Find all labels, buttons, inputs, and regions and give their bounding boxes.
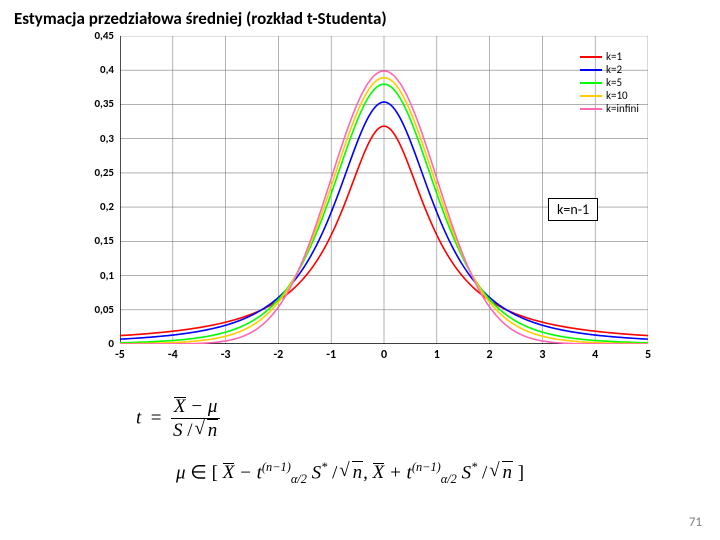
legend-swatch [580,108,602,110]
legend-swatch [580,56,602,58]
xtick-label: 4 [580,348,610,362]
legend-label: k=1 [606,50,622,63]
ytick-label: 0,05 [72,303,114,316]
ytick-label: 0,1 [72,269,114,282]
xtick-label: 1 [422,348,452,362]
ytick-label: 0,2 [72,200,114,213]
dof-annotation: k=n-1 [548,198,598,221]
xtick-label: -5 [105,348,135,362]
legend-item: k=2 [580,63,639,76]
ytick-label: 0,35 [72,97,114,110]
legend-swatch [580,82,602,84]
legend-item: k=infini [580,102,639,115]
legend-label: k=10 [606,89,628,102]
xtick-label: 5 [633,348,663,362]
ytick-label: 0,4 [72,63,114,76]
formula-t-statistic: t = X − μ S / n [136,396,220,442]
dof-annotation-text: k=n-1 [557,201,589,218]
legend-label: k=infini [606,102,639,115]
xtick-label: -4 [158,348,188,362]
formula-confidence-interval: μ ∈ [ X − t(n−1)α/2 S* / n, X + t(n−1)α/… [176,460,524,487]
chart-legend: k=1k=2k=5k=10k=infini [580,50,639,115]
legend-item: k=5 [580,76,639,89]
tstudent-chart [120,36,648,344]
legend-swatch [580,95,602,97]
xtick-label: -3 [211,348,241,362]
ytick-label: 0,45 [72,29,114,42]
xtick-label: 2 [475,348,505,362]
xtick-label: 0 [369,348,399,362]
legend-label: k=2 [606,63,622,76]
legend-item: k=1 [580,50,639,63]
ytick-label: 0,25 [72,166,114,179]
page-number: 71 [689,515,702,530]
legend-item: k=10 [580,89,639,102]
legend-swatch [580,69,602,71]
ytick-label: 0,3 [72,132,114,145]
xtick-label: -2 [263,348,293,362]
xtick-label: 3 [527,348,557,362]
chart-canvas [120,36,648,344]
legend-label: k=5 [606,76,622,89]
ytick-label: 0,15 [72,234,114,247]
page-title: Estymacja przedziałowa średniej (rozkład… [14,8,387,29]
xtick-label: -1 [316,348,346,362]
